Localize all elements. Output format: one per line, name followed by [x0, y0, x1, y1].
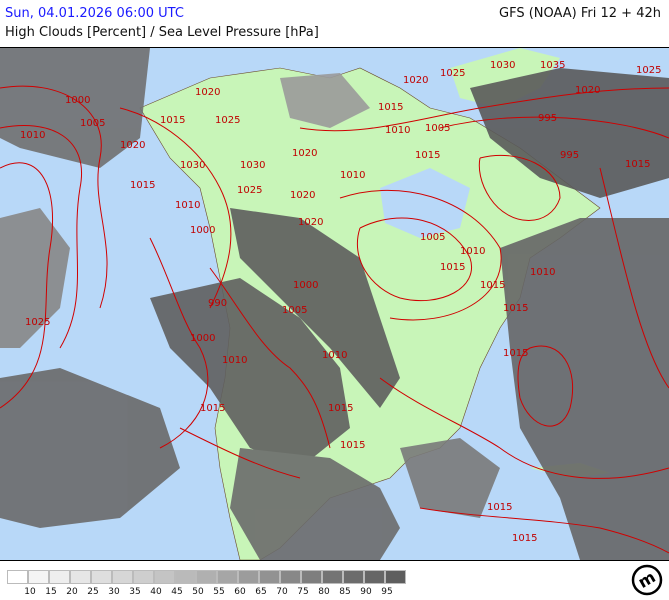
isobar-label: 1015 — [512, 533, 537, 544]
isobar-label: 1025 — [237, 185, 262, 196]
isobar-label: 990 — [208, 298, 227, 309]
legend-swatch — [112, 570, 133, 584]
isobar-label: 1010 — [340, 170, 365, 181]
legend-swatch — [70, 570, 91, 584]
isobar-label: 1015 — [415, 150, 440, 161]
isobar-label: 1020 — [290, 190, 315, 201]
isobar-label: 1025 — [636, 65, 661, 76]
legend-swatch — [259, 570, 280, 584]
legend-tick: 35 — [129, 587, 141, 597]
isobar-label: 1005 — [425, 123, 450, 134]
legend-swatch — [385, 570, 406, 584]
isobar-label: 1025 — [215, 115, 240, 126]
legend-swatch — [217, 570, 238, 584]
legend-swatch — [196, 570, 217, 584]
isobar-label: 995 — [560, 150, 579, 161]
legend-tick: 80 — [318, 587, 330, 597]
isobar-label: 1015 — [487, 502, 512, 513]
legend-swatch — [175, 570, 196, 584]
legend-tick: 15 — [45, 587, 57, 597]
isobar-label: 1020 — [298, 217, 323, 228]
legend-tick: 20 — [66, 587, 78, 597]
legend-tick: 65 — [255, 587, 267, 597]
isobar-label: 1030 — [180, 160, 205, 171]
isobar-label: 1025 — [440, 68, 465, 79]
isobar-label: 1025 — [25, 317, 50, 328]
legend-swatch — [280, 570, 301, 584]
legend-tick: 75 — [297, 587, 309, 597]
isobar-label: 1000 — [190, 333, 215, 344]
legend-tick: 25 — [87, 587, 99, 597]
model-run-label: GFS (NOAA) Fri 12 + 42h — [499, 6, 661, 21]
legend-swatch — [364, 570, 385, 584]
isobar-label: 1035 — [540, 60, 565, 71]
legend-swatch — [322, 570, 343, 584]
isobar-label: 1005 — [282, 305, 307, 316]
legend-tick: 55 — [213, 587, 225, 597]
isobar-label: 1005 — [80, 118, 105, 129]
legend-tick: 70 — [276, 587, 288, 597]
isobar-label: 1015 — [480, 280, 505, 291]
hudson-bay — [380, 168, 470, 238]
isobar-label: 1015 — [328, 403, 353, 414]
legend-swatch — [238, 570, 259, 584]
legend-swatch — [91, 570, 112, 584]
isobar-label: 1010 — [322, 350, 347, 361]
isobar-label: 1015 — [503, 348, 528, 359]
isobar-label: 1020 — [575, 85, 600, 96]
legend-tick: 45 — [171, 587, 183, 597]
isobar-label: 1000 — [190, 225, 215, 236]
isobars — [0, 85, 669, 554]
isobar-label: 1010 — [530, 267, 555, 278]
color-legend — [7, 570, 406, 584]
isobar-label: 1015 — [340, 440, 365, 451]
legend-swatch — [49, 570, 70, 584]
isobar-label: 1015 — [130, 180, 155, 191]
meteo-logo: m — [631, 564, 663, 596]
high-cloud-cover — [0, 48, 669, 560]
legend-tick: 10 — [24, 587, 36, 597]
isobar-label: 1015 — [625, 159, 650, 170]
legend-swatch — [28, 570, 49, 584]
isobar-label: 1000 — [65, 95, 90, 106]
isobar-label: 1015 — [160, 115, 185, 126]
isobar-label: 1015 — [378, 102, 403, 113]
legend-swatch — [154, 570, 175, 584]
legend-tick: 30 — [108, 587, 120, 597]
forecast-datetime: Sun, 04.01.2026 06:00 UTC — [5, 6, 184, 21]
legend-tick: 95 — [381, 587, 393, 597]
legend-tick: 50 — [192, 587, 204, 597]
isobar-label: 1020 — [292, 148, 317, 159]
isobar-label: 1010 — [385, 125, 410, 136]
isobar-label: 1010 — [20, 130, 45, 141]
isobar-label: 1015 — [440, 262, 465, 273]
legend-swatch — [133, 570, 154, 584]
legend-swatch — [7, 570, 28, 584]
isobar-label: 1000 — [293, 280, 318, 291]
legend-tick: 60 — [234, 587, 246, 597]
isobar-label: 1020 — [120, 140, 145, 151]
parameter-title: High Clouds [Percent] / Sea Level Pressu… — [5, 25, 319, 40]
isobar-label: 1010 — [222, 355, 247, 366]
isobar-label: 1020 — [195, 87, 220, 98]
weather-map[interactable]: 1000 1005 1010 1020 1015 1025 1030 1020 1025 1030… — [0, 47, 669, 561]
legend-tick: 90 — [360, 587, 372, 597]
legend-tick: 85 — [339, 587, 351, 597]
legend-tick: 40 — [150, 587, 162, 597]
isobar-label: 1020 — [403, 75, 428, 86]
isobar-label: 1010 — [175, 200, 200, 211]
isobar-label: 1015 — [200, 403, 225, 414]
legend-swatch — [301, 570, 322, 584]
isobar-label: 1030 — [240, 160, 265, 171]
isobar-labels: 1000 1005 1010 1020 1015 1025 1030 1020 1025 1030… — [20, 60, 661, 544]
isobar-label: 995 — [538, 113, 557, 124]
isobar-label: 1010 — [460, 246, 485, 257]
isobar-label: 1005 — [420, 232, 445, 243]
isobar-label: 1015 — [503, 303, 528, 314]
svg-text:m: m — [635, 567, 659, 592]
isobar-label: 1030 — [490, 60, 515, 71]
legend-swatch — [343, 570, 364, 584]
